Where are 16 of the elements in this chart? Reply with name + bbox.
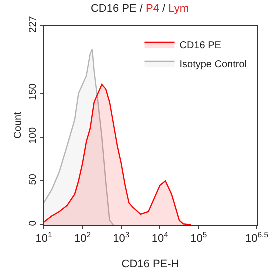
x-tick-label: 10$^{4}$ bbox=[152, 230, 170, 246]
legend-label: Isotype Control bbox=[180, 59, 248, 70]
x-tick-label: 10$^{3}$ bbox=[113, 230, 130, 246]
chart-title: CD16 PE / P4 / Lym bbox=[90, 2, 190, 15]
y-tick-label: 0 bbox=[28, 220, 39, 226]
x-axis-title: CD16 PE-H bbox=[122, 258, 180, 270]
legend-label: CD16 PE bbox=[180, 40, 222, 52]
y-tick-label: 100 bbox=[28, 127, 39, 144]
x-tick-label: 10$^{5}$ bbox=[190, 230, 208, 246]
y-tick-label: 227 bbox=[28, 16, 39, 33]
x-tick-label: 10$^{2}$ bbox=[74, 230, 91, 246]
y-axis-title: Count bbox=[13, 112, 24, 139]
x-tick-label: 10$^{1}$ bbox=[36, 230, 52, 246]
x-tick-label: 10$^{6.5}$ bbox=[246, 230, 268, 246]
y-tick-label: 150 bbox=[28, 83, 39, 100]
y-tick-label: 50 bbox=[28, 174, 39, 186]
